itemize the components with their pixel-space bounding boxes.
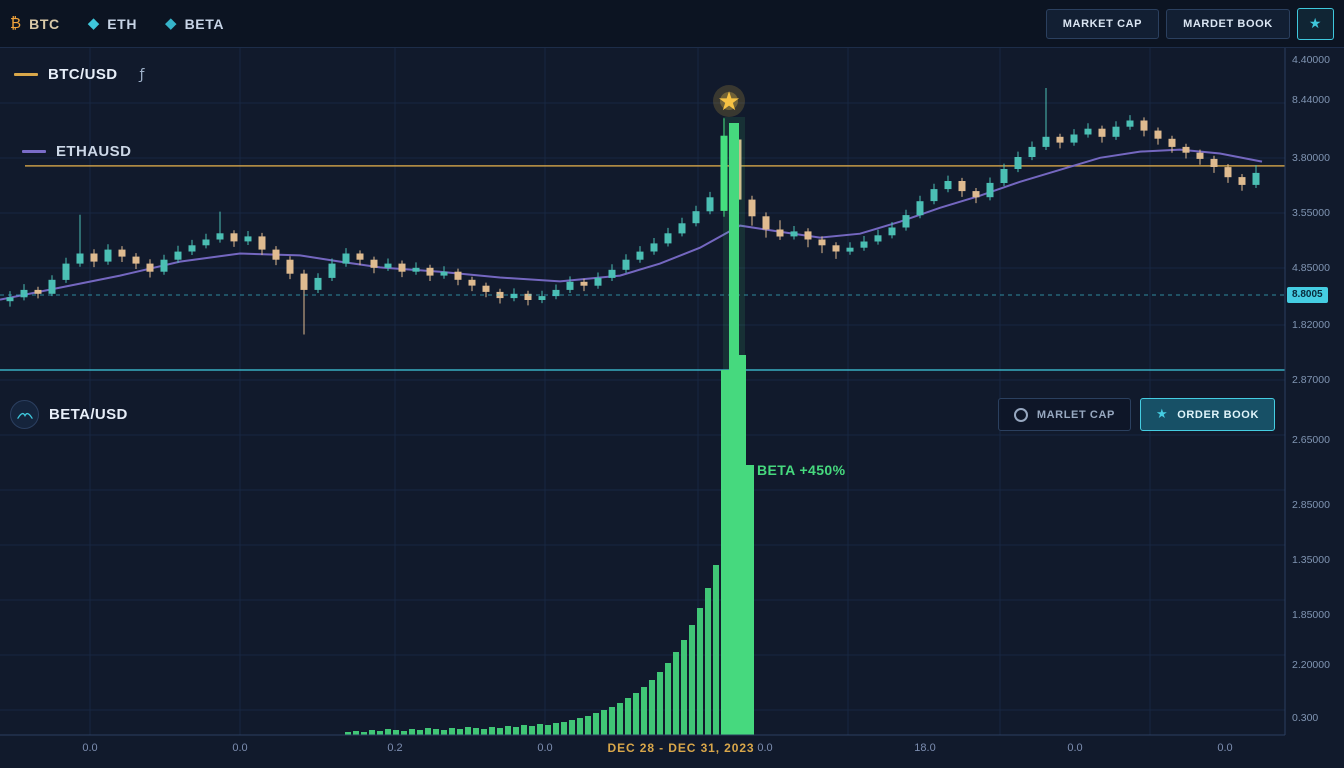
time-axis-label: 0.2 [387, 742, 403, 754]
btc-series-label: BTC/USD [48, 66, 118, 83]
time-axis-label: 0.0 [1067, 742, 1083, 754]
panel-market-cap-button[interactable]: MARLET CAP [997, 398, 1131, 431]
panel-market-cap-label: MARLET CAP [1036, 408, 1115, 421]
price-axis-label: 1.35000 [1292, 554, 1330, 566]
asset-symbol: BTC [29, 15, 60, 32]
price-axis-label: 2.65000 [1292, 434, 1330, 446]
spike-star-icon: ★ [717, 87, 740, 117]
current-price-tag: 8.8005 [1287, 287, 1328, 303]
order-book-label: ORDER BOOK [1177, 408, 1259, 421]
market-cap-circle-icon [1013, 407, 1028, 422]
asset-tab-beta[interactable]: ◆ BETA [165, 16, 224, 32]
time-axis-label: 0.0 [1217, 742, 1233, 754]
beta-gain-annotation: BETA +450% [757, 462, 846, 478]
price-axis-label: 1.85000 [1292, 609, 1330, 621]
asset-symbol: ETH [107, 15, 138, 32]
legend-btc-usd[interactable]: BTC/USD ƒ [14, 66, 144, 83]
legend-eth-usd[interactable]: ETHAUSD [22, 143, 131, 160]
time-axis-label: 0.0 [82, 742, 98, 754]
price-axis-label: 0.300 [1292, 712, 1319, 724]
price-axis-label: 2.87000 [1292, 374, 1330, 386]
beta-pair-label: BETA/USD [49, 406, 128, 423]
price-axis-label: 2.20000 [1292, 659, 1330, 671]
bitcoin-icon: ₿ [10, 14, 22, 32]
indicator-fx-icon: ƒ [139, 66, 145, 83]
price-axis-label: 2.85000 [1292, 499, 1330, 511]
market-book-button[interactable]: MARDET BOOK [1166, 8, 1290, 39]
asset-symbol: BETA [184, 15, 225, 32]
top-bar: ₿ BTC ◆ ETH ◆ BETA MARKET CAP MARDET BOOK ★ [0, 0, 1344, 48]
price-axis-label: 4.40000 [1292, 54, 1330, 66]
time-axis-label: 0.0 [232, 742, 248, 754]
lower-panel-buttons: MARLET CAP ★ ORDER BOOK [997, 398, 1275, 431]
eth-diamond-icon: ◆ [87, 14, 100, 32]
price-axis-label: 8.44000 [1292, 94, 1330, 106]
date-range-label: DEC 28 - DEC 31, 2023 [607, 741, 755, 755]
price-axis-label: 4.85000 [1292, 262, 1330, 274]
price-axis-label: 3.55000 [1292, 207, 1330, 219]
price-axis-label: 1.82000 [1292, 319, 1330, 331]
market-cap-button[interactable]: MARKET CAP [1045, 8, 1160, 39]
favorite-star-button[interactable]: ★ [1296, 7, 1334, 40]
time-axis-label: 0.0 [757, 742, 773, 754]
order-book-button[interactable]: ★ ORDER BOOK [1139, 398, 1275, 431]
beta-diamond-icon: ◆ [165, 14, 177, 32]
asset-tab-eth[interactable]: ◆ ETH [88, 16, 137, 32]
price-axis-label: 3.80000 [1292, 152, 1330, 164]
asset-tab-btc[interactable]: ₿ BTC [10, 16, 60, 32]
btc-series-swatch [14, 73, 38, 76]
top-bar-buttons: MARKET CAP MARDET BOOK ★ [1045, 7, 1334, 40]
time-axis-label: 0.0 [537, 742, 553, 754]
eth-series-swatch [22, 150, 46, 153]
eth-series-label: ETHAUSD [56, 143, 132, 160]
order-book-star-icon: ★ [1155, 407, 1169, 422]
asset-tabs: ₿ BTC ◆ ETH ◆ BETA [10, 16, 252, 32]
time-axis-label: 18.0 [914, 742, 936, 754]
beta-logo-icon [10, 400, 39, 429]
beta-usd-pair: BETA/USD [10, 400, 128, 429]
